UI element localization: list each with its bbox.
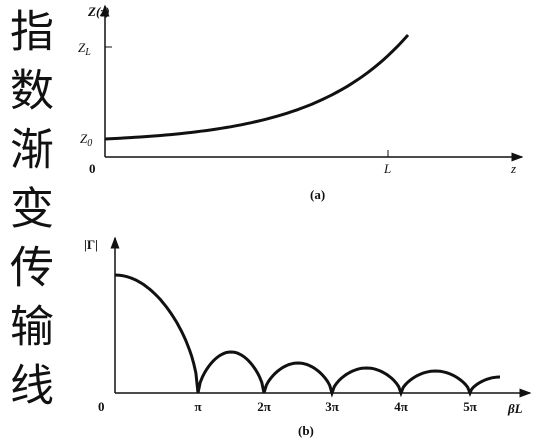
l-label: L [383,161,391,176]
origin: 0 [98,399,105,414]
impedance-curve [104,33,410,141]
x-tick-label: 5π [463,399,477,414]
x-label: z [510,161,516,176]
z0-base: Z [80,131,88,146]
zl-base: Z [78,40,86,55]
x-tick-label: π [194,399,201,414]
x-tick-label: 3π [325,399,339,414]
zl-sub: L [84,47,91,58]
y-label: |Γ| [84,237,98,252]
caption: (b) [298,423,314,438]
x-label: βL [507,401,523,416]
zl-label: ZL [78,40,91,58]
z0-sub: 0 [87,138,92,149]
y-label: Z(z) [87,4,110,19]
caption: (a) [310,187,325,202]
x-tick-label: 4π [394,399,408,414]
x-tick-label: 2π [257,399,271,414]
side-title: 指数渐变传输线 [2,8,53,421]
reflection-curve [114,273,500,398]
origin: 0 [89,161,96,176]
z0-label: Z0 [80,131,92,149]
